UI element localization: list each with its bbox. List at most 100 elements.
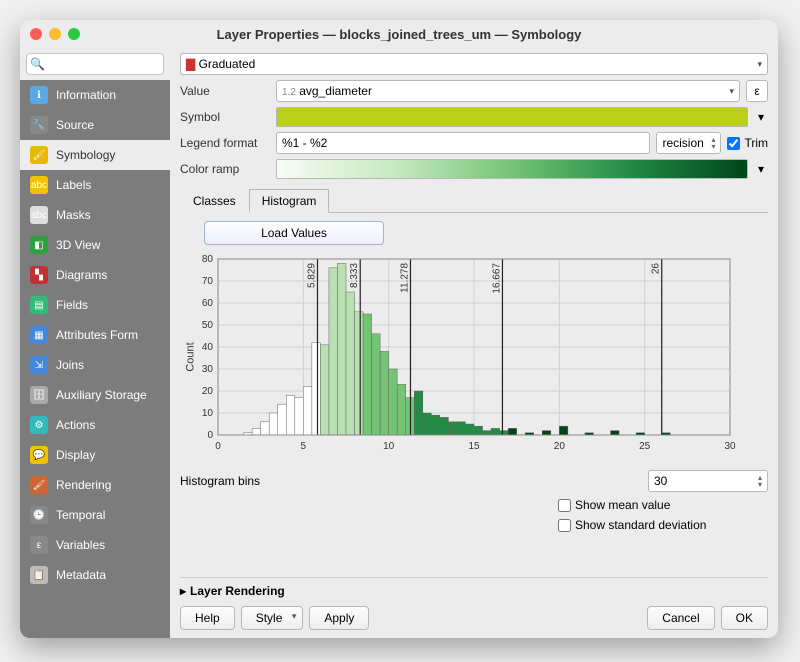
nav-label: Variables (56, 538, 105, 552)
cancel-button[interactable]: Cancel (647, 606, 714, 630)
renderer-combo[interactable]: ▇ Graduated ▾ (180, 53, 768, 75)
nav-label: Labels (56, 178, 91, 192)
nav-label: Actions (56, 418, 95, 432)
nav-icon: 💬 (30, 446, 48, 464)
titlebar: Layer Properties — blocks_joined_trees_u… (20, 20, 778, 48)
sidebar-item-auxiliary-storage[interactable]: 🗄 Auxiliary Storage (20, 380, 170, 410)
nav-label: Fields (56, 298, 88, 312)
trim-check[interactable]: Trim (727, 136, 768, 150)
sidebar-item-source[interactable]: 🔧Source (20, 110, 170, 140)
nav-icon: 🕒 (30, 506, 48, 524)
svg-text:5.829: 5.829 (306, 263, 317, 288)
nav-icon: ◧ (30, 236, 48, 254)
sidebar-item-fields[interactable]: ▤ Fields (20, 290, 170, 320)
svg-text:60: 60 (202, 298, 214, 309)
nav-icon: ε (30, 536, 48, 554)
nav-label: Source (56, 118, 94, 132)
svg-text:0: 0 (215, 441, 221, 452)
nav-icon: ▤ (30, 296, 48, 314)
apply-button[interactable]: Apply (309, 606, 369, 630)
bins-spin[interactable]: 30 ▴▾ (648, 470, 768, 492)
svg-text:25: 25 (639, 441, 651, 452)
sidebar-item-information[interactable]: ℹInformation (20, 80, 170, 110)
svg-text:16.667: 16.667 (491, 263, 502, 294)
bins-label: Histogram bins (180, 474, 290, 488)
svg-text:30: 30 (202, 364, 214, 375)
value-field: avg_diameter (299, 84, 372, 98)
nav-icon: abc (30, 206, 48, 224)
sidebar-item-actions[interactable]: ⚙Actions (20, 410, 170, 440)
layer-rendering-section[interactable]: ▸ Layer Rendering (180, 577, 768, 602)
value-type-icon: 1.2 (282, 87, 296, 98)
nav-icon: 🖌 (30, 146, 48, 164)
search-input[interactable] (26, 53, 164, 75)
sidebar-item-diagrams[interactable]: ▚ Diagrams (20, 260, 170, 290)
sidebar-item-metadata[interactable]: 📋 Metadata (20, 560, 170, 590)
legend-format-input[interactable] (276, 132, 650, 154)
svg-text:10: 10 (383, 441, 395, 452)
symbol-preview[interactable] (276, 107, 748, 127)
zoom-dot[interactable] (68, 28, 80, 40)
sidebar: 🔍 ℹInformation🔧Source 🖌 Symbology abc Labels… (20, 48, 170, 638)
style-button[interactable]: Style (241, 606, 304, 630)
sidebar-item-masks[interactable]: abc Masks (20, 200, 170, 230)
precision-spin[interactable]: recision▴▾ (656, 132, 721, 154)
help-button[interactable]: Help (180, 606, 235, 630)
svg-text:26: 26 (651, 263, 662, 275)
show-mean-check[interactable]: Show mean value (558, 498, 768, 512)
search-icon: 🔍 (30, 57, 45, 71)
svg-text:40: 40 (202, 342, 214, 353)
nav-icon: 🗄 (30, 386, 48, 404)
sidebar-item-display[interactable]: 💬 Display (20, 440, 170, 470)
sidebar-item-symbology[interactable]: 🖌 Symbology (20, 140, 170, 170)
minimize-dot[interactable] (49, 28, 61, 40)
sidebar-item-temporal[interactable]: 🕒 Temporal (20, 500, 170, 530)
symbol-label: Symbol (180, 110, 270, 124)
svg-text:30: 30 (724, 441, 736, 452)
value-combo[interactable]: 1.2 avg_diameter ▾ (276, 80, 740, 102)
load-values-button[interactable]: Load Values (204, 221, 384, 245)
nav-icon: 📋 (30, 566, 48, 584)
nav-label: Symbology (56, 148, 115, 162)
nav-label: Auxiliary Storage (56, 388, 147, 402)
expression-button[interactable]: ε (746, 80, 768, 102)
chart-ylabel: Count (185, 342, 197, 371)
nav-label: Temporal (56, 508, 105, 522)
svg-text:70: 70 (202, 276, 214, 287)
nav-icon: abc (30, 176, 48, 194)
sidebar-item-attributes-form[interactable]: ▦ Attributes Form (20, 320, 170, 350)
tab-histogram[interactable]: Histogram (249, 189, 330, 213)
color-ramp-label: Color ramp (180, 162, 270, 176)
tab-classes[interactable]: Classes (180, 189, 249, 213)
chevron-down-icon[interactable]: ▾ (754, 162, 768, 176)
close-dot[interactable] (30, 28, 42, 40)
nav-label: Masks (56, 208, 91, 222)
graduated-icon: ▇ (186, 57, 195, 71)
layer-properties-window: Layer Properties — blocks_joined_trees_u… (20, 20, 778, 638)
disclosure-icon: ▸ (180, 584, 186, 598)
color-ramp-preview[interactable] (276, 159, 748, 179)
window-title: Layer Properties — blocks_joined_trees_u… (20, 27, 778, 42)
nav-icon: ▚ (30, 266, 48, 284)
nav-label: Display (56, 448, 95, 462)
nav-label: Rendering (56, 478, 111, 492)
sidebar-item-variables[interactable]: ε Variables (20, 530, 170, 560)
nav-icon: ▦ (30, 326, 48, 344)
main-panel: ▇ Graduated ▾ Value 1.2 avg_diameter ▾ ε… (170, 48, 778, 638)
sidebar-item-rendering[interactable]: 🖌Rendering (20, 470, 170, 500)
svg-text:5: 5 (301, 441, 307, 452)
nav-list: ℹInformation🔧Source🖌SymbologyabcLabelsab… (20, 80, 170, 638)
ok-button[interactable]: OK (721, 606, 768, 630)
nav-label: Diagrams (56, 268, 107, 282)
sidebar-item-joins[interactable]: ⇲Joins (20, 350, 170, 380)
svg-text:20: 20 (554, 441, 566, 452)
svg-text:0: 0 (207, 430, 213, 441)
chevron-down-icon[interactable]: ▾ (754, 110, 768, 124)
nav-label: Metadata (56, 568, 106, 582)
sidebar-item-labels[interactable]: abc Labels (20, 170, 170, 200)
sidebar-item-3d-view[interactable]: ◧3D View (20, 230, 170, 260)
svg-text:10: 10 (202, 408, 214, 419)
nav-label: Attributes Form (56, 328, 138, 342)
show-std-check[interactable]: Show standard deviation (558, 518, 768, 532)
chevron-down-icon: ▾ (757, 59, 762, 70)
